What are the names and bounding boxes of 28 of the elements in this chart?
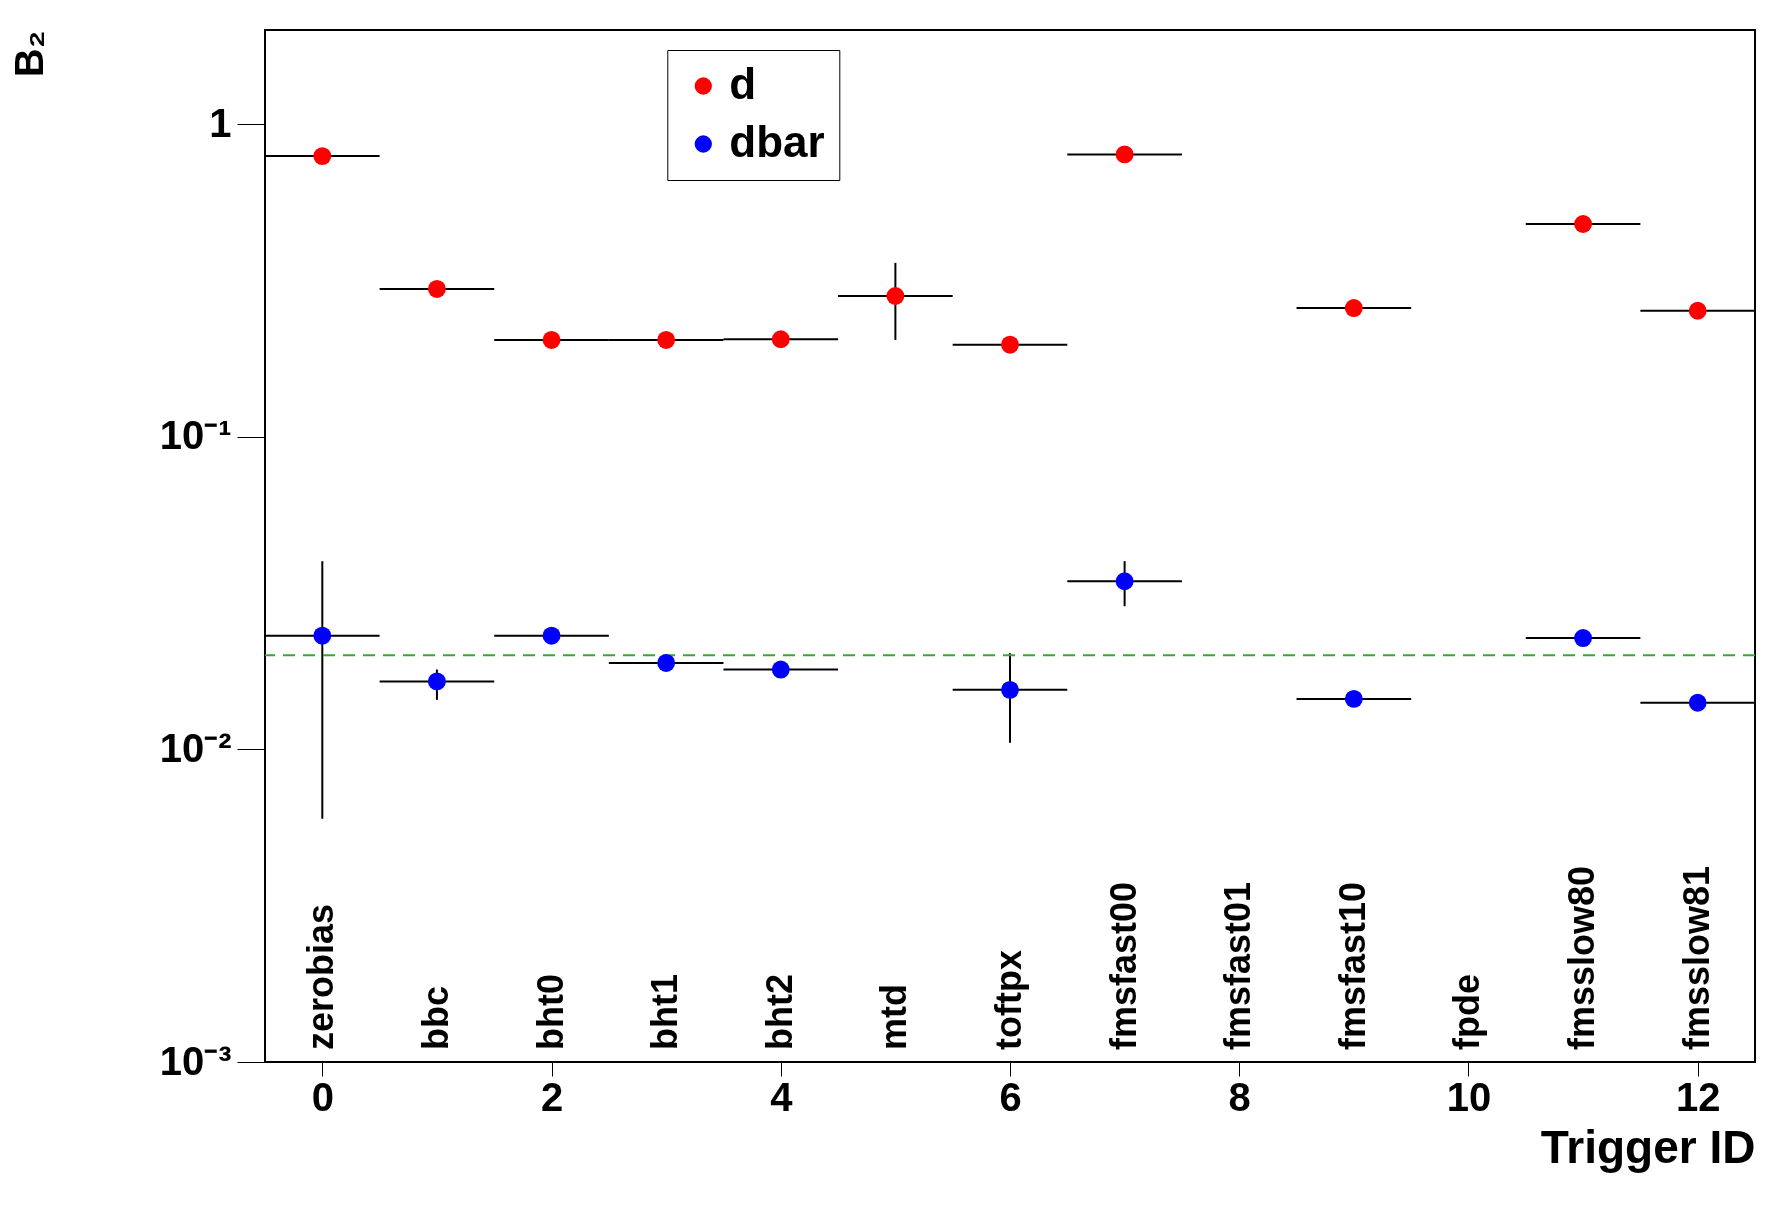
legend-label: d xyxy=(729,59,757,108)
annotation: mtd xyxy=(873,984,915,1050)
annotation: fpde xyxy=(1446,974,1488,1050)
x-tick-label: 0 xyxy=(311,1074,334,1119)
x-tick-label: 4 xyxy=(770,1074,794,1119)
annotation: bht0 xyxy=(529,974,571,1050)
x-tick-label: 2 xyxy=(540,1074,564,1119)
annotation: fmsfast01 xyxy=(1217,881,1259,1050)
annotation: zerobias xyxy=(300,903,342,1050)
annotation: fmsfast00 xyxy=(1102,881,1144,1050)
annotation: toftpx xyxy=(988,950,1029,1050)
annotation: fmsfast10 xyxy=(1331,881,1373,1050)
y-tick-label: 10⁻² xyxy=(159,725,232,770)
x-tick-label: 6 xyxy=(999,1074,1022,1119)
x-tick-label: 12 xyxy=(1675,1074,1721,1119)
x-tick-label: 10 xyxy=(1446,1074,1492,1119)
annotation: bbc xyxy=(414,985,456,1050)
y-axis-title: B₂ xyxy=(6,30,51,78)
annotation: fmsslow81 xyxy=(1675,865,1717,1050)
legend-label: dbar xyxy=(729,117,825,166)
annotation: bht2 xyxy=(758,974,800,1050)
annotation: bht1 xyxy=(644,974,686,1050)
x-axis-title: Trigger ID xyxy=(1540,1120,1756,1173)
y-tick-label: 10⁻¹ xyxy=(159,413,232,458)
y-tick-label: 10⁻³ xyxy=(159,1038,232,1083)
annotation: fmsslow80 xyxy=(1561,865,1603,1050)
y-tick-label: 1 xyxy=(209,100,232,145)
x-tick-label: 8 xyxy=(1228,1074,1251,1119)
